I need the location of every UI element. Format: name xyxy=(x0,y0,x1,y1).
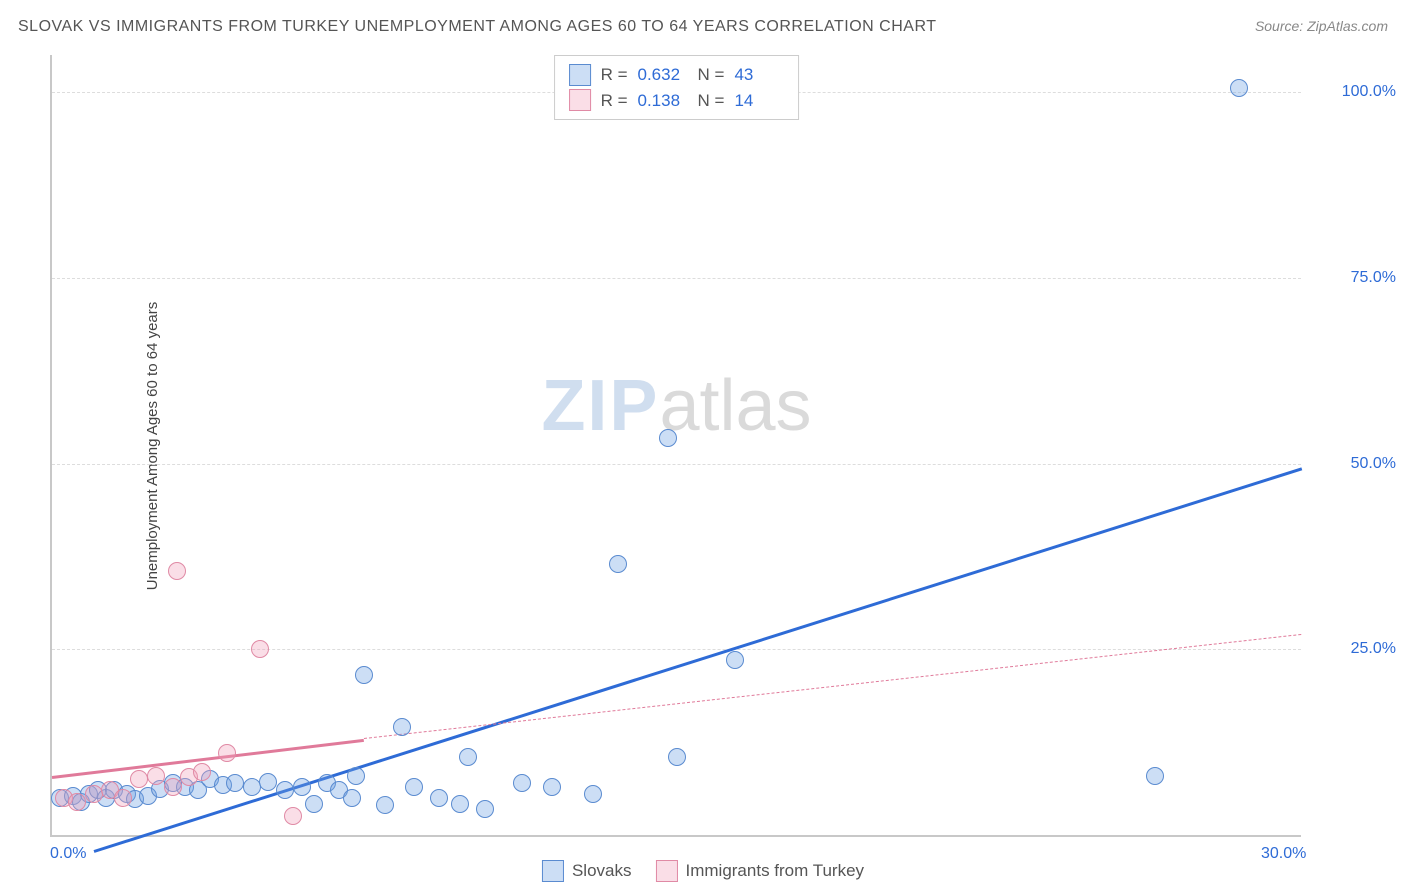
series-swatch xyxy=(569,64,591,86)
y-tick-label: 50.0% xyxy=(1311,455,1396,473)
x-tick-label: 30.0% xyxy=(1261,845,1306,863)
watermark-atlas: atlas xyxy=(659,366,811,446)
data-point xyxy=(293,778,311,796)
data-point xyxy=(114,789,132,807)
watermark-zip: ZIP xyxy=(541,366,659,446)
legend-item: Slovaks xyxy=(542,860,632,882)
data-point xyxy=(130,770,148,788)
y-tick-label: 100.0% xyxy=(1311,83,1396,101)
data-point xyxy=(451,795,469,813)
data-point xyxy=(405,778,423,796)
legend-item: Immigrants from Turkey xyxy=(655,860,864,882)
data-point xyxy=(305,795,323,813)
data-point xyxy=(68,793,86,811)
data-point xyxy=(259,773,277,791)
stat-n-label: N = xyxy=(698,62,725,88)
data-point xyxy=(347,767,365,785)
data-point xyxy=(609,555,627,573)
data-point xyxy=(659,429,677,447)
legend-swatch xyxy=(542,860,564,882)
data-point xyxy=(1146,767,1164,785)
bottom-legend: Slovaks Immigrants from Turkey xyxy=(542,860,864,882)
trend-line xyxy=(93,467,1301,852)
data-point xyxy=(376,796,394,814)
stat-n-value: 14 xyxy=(734,88,784,114)
data-point xyxy=(393,718,411,736)
chart-header: SLOVAK VS IMMIGRANTS FROM TURKEY UNEMPLO… xyxy=(18,18,1388,36)
data-point xyxy=(147,767,165,785)
gridline xyxy=(52,464,1301,465)
stat-r-label: R = xyxy=(601,62,628,88)
plot-area: ZIPatlas 25.0%50.0%75.0%100.0%0.0%30.0%R… xyxy=(50,55,1301,837)
data-point xyxy=(276,781,294,799)
data-point xyxy=(459,748,477,766)
data-point xyxy=(513,774,531,792)
data-point xyxy=(584,785,602,803)
stat-r-value: 0.138 xyxy=(638,88,688,114)
stats-box: R = 0.632 N = 43 R = 0.138 N = 14 xyxy=(554,55,800,120)
data-point xyxy=(243,778,261,796)
series-swatch xyxy=(569,89,591,111)
data-point xyxy=(343,789,361,807)
data-point xyxy=(164,778,182,796)
data-point xyxy=(1230,79,1248,97)
data-point xyxy=(251,640,269,658)
stats-row: R = 0.138 N = 14 xyxy=(569,88,785,114)
data-point xyxy=(726,651,744,669)
gridline xyxy=(52,649,1301,650)
data-point xyxy=(476,800,494,818)
data-point xyxy=(668,748,686,766)
data-point xyxy=(168,562,186,580)
data-point xyxy=(430,789,448,807)
data-point xyxy=(218,744,236,762)
stat-r-label: R = xyxy=(601,88,628,114)
y-tick-label: 25.0% xyxy=(1311,640,1396,658)
data-point xyxy=(355,666,373,684)
data-point xyxy=(284,807,302,825)
data-point xyxy=(543,778,561,796)
stat-r-value: 0.632 xyxy=(638,62,688,88)
stat-n-label: N = xyxy=(698,88,725,114)
gridline xyxy=(52,278,1301,279)
data-point xyxy=(193,763,211,781)
data-point xyxy=(226,774,244,792)
legend-swatch xyxy=(655,860,677,882)
stat-n-value: 43 xyxy=(734,62,784,88)
chart-title: SLOVAK VS IMMIGRANTS FROM TURKEY UNEMPLO… xyxy=(18,18,936,36)
data-point xyxy=(85,785,103,803)
x-tick-label: 0.0% xyxy=(50,845,86,863)
legend-label: Immigrants from Turkey xyxy=(685,861,864,881)
stats-row: R = 0.632 N = 43 xyxy=(569,62,785,88)
y-tick-label: 75.0% xyxy=(1311,269,1396,287)
legend-label: Slovaks xyxy=(572,861,632,881)
chart-source: Source: ZipAtlas.com xyxy=(1255,18,1388,34)
